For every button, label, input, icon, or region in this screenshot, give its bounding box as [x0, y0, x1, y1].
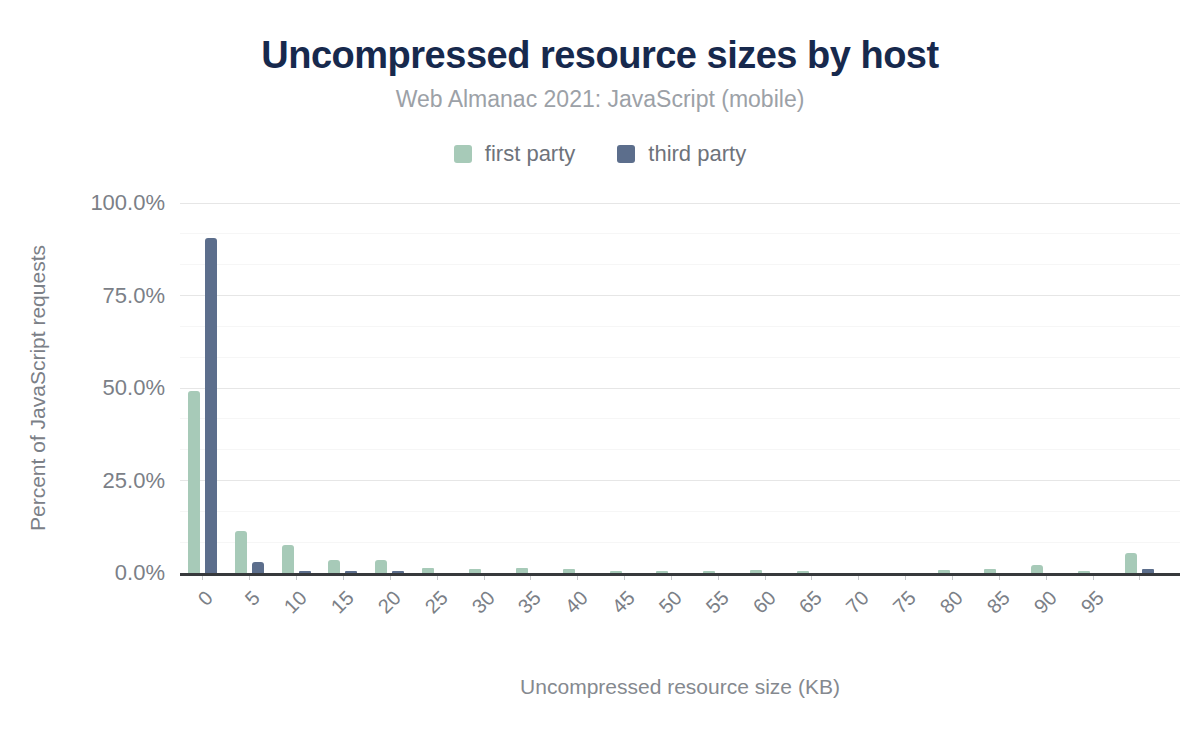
y-tick-label: 50.0%: [75, 377, 165, 399]
major-gridline: [180, 480, 1180, 481]
x-tickmark: [905, 576, 906, 580]
y-tick-label: 0.0%: [75, 562, 165, 584]
bar-first-party: [328, 560, 340, 573]
legend-label: first party: [485, 143, 575, 165]
first-party-swatch-icon: [454, 145, 472, 163]
legend: first party third party: [0, 143, 1200, 165]
legend-item-third-party: third party: [617, 143, 746, 165]
bar-first-party: [1031, 565, 1043, 573]
chart-figure: Uncompressed resource sizes by host Web …: [0, 0, 1200, 742]
x-tickmark: [624, 576, 625, 580]
x-tickmark: [1139, 576, 1140, 580]
x-tickmark: [343, 576, 344, 580]
third-party-swatch-icon: [617, 145, 635, 163]
x-tickmark: [811, 576, 812, 580]
x-tickmark: [1093, 576, 1094, 580]
x-tickmark: [952, 576, 953, 580]
x-axis-title: Uncompressed resource size (KB): [180, 676, 1180, 697]
y-tick-label: 75.0%: [75, 285, 165, 307]
x-axis-line: [180, 573, 1180, 576]
x-tickmark: [671, 576, 672, 580]
x-tickmark: [390, 576, 391, 580]
bar-first-party: [188, 391, 200, 573]
x-tickmark: [577, 576, 578, 580]
bar-first-party: [1125, 553, 1137, 573]
y-axis-title: Percent of JavaScript requests: [16, 203, 60, 573]
legend-label: third party: [648, 143, 746, 165]
x-tickmark: [484, 576, 485, 580]
minor-gridline: [180, 542, 1180, 543]
x-tickmark: [530, 576, 531, 580]
y-tick-label: 100.0%: [75, 192, 165, 214]
x-tickmark: [765, 576, 766, 580]
x-tickmark: [249, 576, 250, 580]
major-gridline: [180, 388, 1180, 389]
bar-first-party: [235, 531, 247, 573]
x-tickmark: [718, 576, 719, 580]
bar-first-party: [375, 560, 387, 573]
minor-gridline: [180, 264, 1180, 265]
major-gridline: [180, 295, 1180, 296]
plot-area: 0.0%25.0%50.0%75.0%100.0%051015202530354…: [180, 203, 1180, 573]
x-tickmark: [1046, 576, 1047, 580]
bar-first-party: [282, 545, 294, 573]
x-tickmark: [202, 576, 203, 580]
minor-gridline: [180, 449, 1180, 450]
bar-third-party: [205, 238, 217, 573]
chart-title: Uncompressed resource sizes by host: [0, 36, 1200, 74]
major-gridline: [180, 203, 1180, 204]
chart-subtitle: Web Almanac 2021: JavaScript (mobile): [0, 88, 1200, 111]
x-tickmark: [858, 576, 859, 580]
x-tickmark: [296, 576, 297, 580]
minor-gridline: [180, 511, 1180, 512]
x-tickmark: [437, 576, 438, 580]
minor-gridline: [180, 233, 1180, 234]
minor-gridline: [180, 357, 1180, 358]
minor-gridline: [180, 418, 1180, 419]
bar-third-party: [252, 562, 264, 573]
x-tickmark: [999, 576, 1000, 580]
legend-item-first-party: first party: [454, 143, 575, 165]
y-tick-label: 25.0%: [75, 470, 165, 492]
minor-gridline: [180, 326, 1180, 327]
